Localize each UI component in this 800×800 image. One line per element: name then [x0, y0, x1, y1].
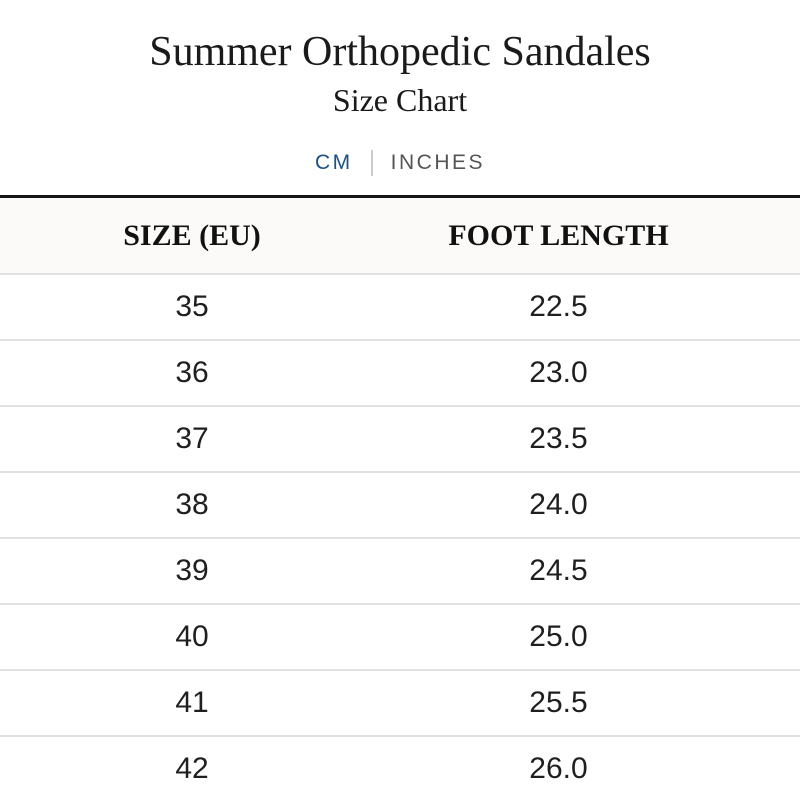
unit-option-inches[interactable]: INCHES: [390, 151, 486, 174]
table-row: 40 25.0: [0, 603, 800, 670]
unit-option-cm[interactable]: CM: [314, 151, 353, 174]
foot-length-cell: 24.5: [384, 537, 800, 604]
table-row: 38 24.0: [0, 471, 800, 538]
size-cell: 36: [0, 339, 384, 406]
header-row: SIZE (EU) FOOT LENGTH: [0, 198, 800, 274]
table-row: 35 22.5: [0, 273, 800, 340]
section-divider: [0, 195, 800, 198]
size-cell: 35: [0, 273, 384, 340]
table-row: 39 24.5: [0, 537, 800, 604]
size-cell: 37: [0, 405, 384, 472]
foot-length-cell: 24.0: [384, 471, 800, 538]
unit-toggle: CM INCHES: [0, 148, 800, 178]
size-cell: 39: [0, 537, 384, 604]
foot-length-cell: 22.5: [384, 273, 800, 340]
size-cell: 38: [0, 471, 384, 538]
foot-length-cell: 23.0: [384, 339, 800, 406]
table-row: 36 23.0: [0, 339, 800, 406]
foot-length-cell: 25.0: [384, 603, 800, 670]
table-row: 41 25.5: [0, 669, 800, 736]
size-table-body: 35 22.5 36 23.0 37 23.5 38 24.0 39 24.5 40 25.0 41 25…: [0, 273, 800, 800]
size-cell: 42: [0, 735, 384, 800]
size-table-header: SIZE (EU) FOOT LENGTH: [0, 198, 800, 274]
foot-length-cell: 25.5: [384, 669, 800, 736]
unit-toggle-divider: [370, 150, 373, 176]
column-header-size: SIZE (EU): [0, 198, 384, 274]
chart-subtitle: Size Chart: [332, 82, 468, 118]
column-header-foot-length: FOOT LENGTH: [384, 198, 800, 274]
foot-length-cell: 23.5: [384, 405, 800, 472]
foot-length-cell: 26.0: [384, 735, 800, 800]
size-table: SIZE (EU) FOOT LENGTH 35 22.5 36 23.0 37 23.5…: [0, 198, 800, 800]
size-cell: 41: [0, 669, 384, 736]
table-row: 37 23.5: [0, 405, 800, 472]
product-title: Summer Orthopedic Sandales: [149, 29, 651, 75]
size-cell: 40: [0, 603, 384, 670]
table-row: 42 26.0: [0, 735, 800, 800]
